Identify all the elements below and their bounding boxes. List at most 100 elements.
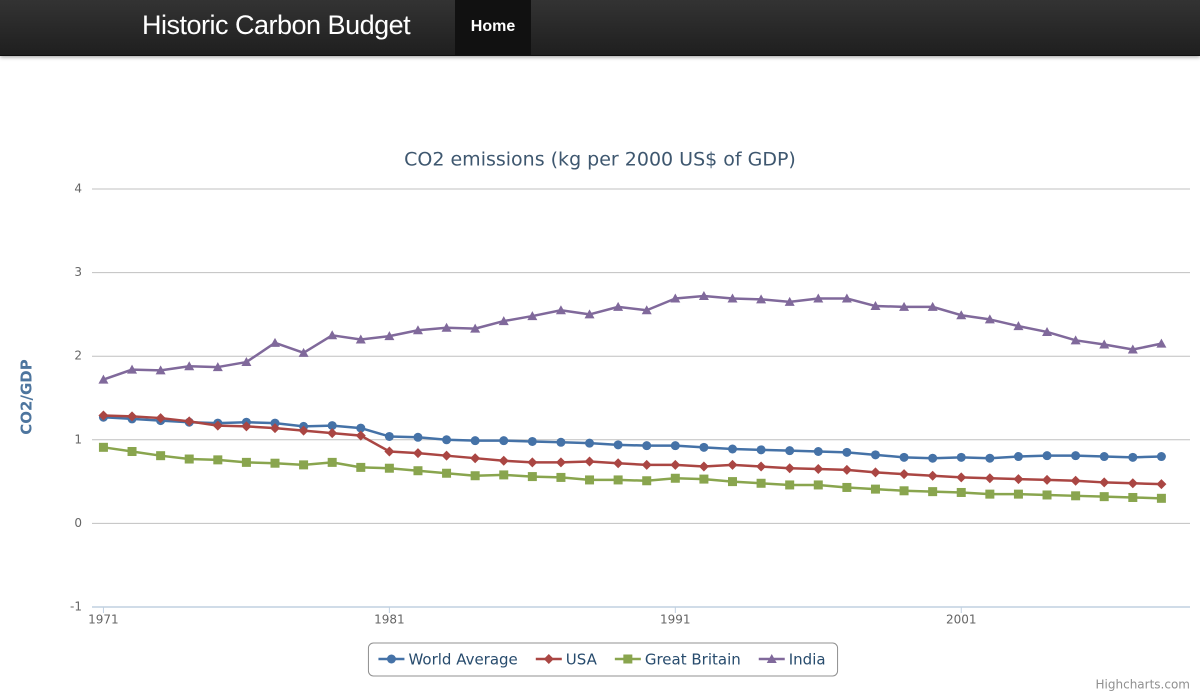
- marker: [212, 362, 223, 372]
- marker: [442, 435, 452, 445]
- marker: [670, 473, 680, 483]
- marker: [298, 347, 309, 357]
- legend-label[interactable]: Great Britain: [645, 651, 741, 669]
- marker: [1042, 490, 1052, 500]
- marker: [670, 459, 681, 470]
- marker: [641, 459, 652, 470]
- marker: [870, 484, 880, 494]
- legend: World Average USA Great Britain India: [367, 642, 839, 677]
- legend-label[interactable]: India: [789, 651, 826, 669]
- nav-link[interactable]: Home: [455, 0, 531, 55]
- marker: [641, 305, 652, 315]
- marker: [412, 448, 423, 459]
- marker: [728, 477, 737, 487]
- marker: [1071, 491, 1081, 501]
- marker: [670, 293, 681, 303]
- y-tick-label: 0: [74, 516, 82, 530]
- marker: [327, 421, 337, 431]
- legend-item[interactable]: World Average: [378, 651, 518, 669]
- marker: [1013, 452, 1023, 462]
- y-tick-label: 3: [74, 265, 82, 279]
- marker: [727, 459, 738, 470]
- marker: [527, 472, 537, 482]
- marker: [470, 436, 480, 446]
- legend-label[interactable]: USA: [566, 651, 598, 669]
- legend-item[interactable]: USA: [535, 651, 598, 669]
- marker: [384, 331, 395, 341]
- marker: [241, 457, 251, 467]
- marker: [327, 428, 338, 439]
- marker: [412, 325, 423, 335]
- marker: [356, 423, 366, 433]
- marker: [327, 330, 338, 340]
- credits[interactable]: Highcharts.com: [1096, 678, 1190, 692]
- marker: [642, 476, 652, 486]
- marker: [584, 456, 595, 467]
- marker: [327, 457, 337, 467]
- marker: [1042, 474, 1053, 485]
- marker: [899, 452, 909, 462]
- marker: [585, 438, 595, 448]
- marker: [784, 296, 795, 306]
- marker: [928, 487, 938, 497]
- marker: [299, 460, 309, 470]
- marker: [543, 654, 554, 664]
- chart-title: CO2 emissions (kg per 2000 US$ of GDP): [404, 149, 796, 171]
- series-line: [103, 446, 1162, 500]
- marker: [956, 452, 966, 462]
- x-tick-label: 2001: [946, 613, 977, 627]
- marker: [699, 442, 709, 452]
- marker: [927, 470, 938, 481]
- marker: [270, 418, 280, 428]
- marker: [527, 457, 538, 468]
- marker: [127, 364, 138, 374]
- series-line: [103, 294, 1162, 381]
- marker: [270, 458, 280, 468]
- marker: [756, 445, 766, 455]
- marker: [270, 423, 280, 434]
- marker: [585, 475, 595, 485]
- marker: [470, 453, 481, 464]
- marker: [1042, 451, 1052, 461]
- marker: [766, 654, 777, 663]
- marker: [1156, 479, 1167, 490]
- legend-label[interactable]: World Average: [408, 651, 517, 669]
- marker: [813, 464, 824, 475]
- marker: [785, 446, 795, 456]
- marker: [985, 453, 995, 463]
- marker: [355, 334, 366, 344]
- legend-item[interactable]: Great Britain: [614, 651, 741, 669]
- marker: [1013, 489, 1023, 499]
- marker: [870, 450, 880, 460]
- marker: [728, 444, 737, 454]
- marker: [498, 455, 509, 466]
- marker: [927, 301, 938, 311]
- marker: [842, 447, 852, 457]
- marker: [127, 447, 137, 457]
- marker: [386, 654, 396, 664]
- marker: [613, 475, 623, 485]
- marker: [1099, 339, 1110, 349]
- navbar: Historic Carbon Budget Home: [0, 0, 1200, 56]
- legend-box: [367, 642, 839, 677]
- marker: [441, 450, 452, 461]
- marker: [499, 436, 509, 446]
- marker: [1013, 321, 1024, 331]
- marker: [813, 447, 823, 457]
- marker: [1156, 493, 1166, 503]
- marker: [899, 301, 910, 311]
- marker: [1071, 451, 1081, 461]
- marker: [527, 311, 538, 321]
- marker: [1013, 474, 1024, 485]
- y-tick-label: 2: [74, 349, 82, 363]
- marker: [584, 309, 595, 319]
- marker: [184, 454, 194, 464]
- marker: [184, 416, 195, 427]
- marker: [270, 337, 280, 347]
- brand[interactable]: Historic Carbon Budget: [142, 10, 411, 40]
- legend-item[interactable]: India: [758, 651, 826, 669]
- marker: [841, 293, 852, 303]
- marker: [1128, 452, 1138, 462]
- marker: [213, 455, 223, 465]
